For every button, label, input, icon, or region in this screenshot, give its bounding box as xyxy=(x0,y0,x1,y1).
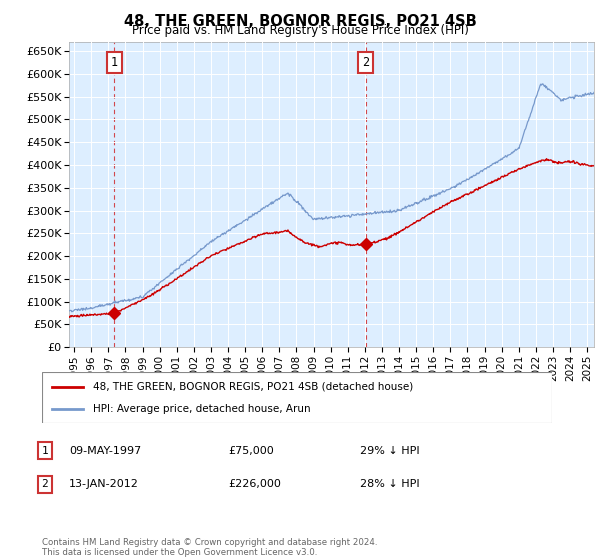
Text: 48, THE GREEN, BOGNOR REGIS, PO21 4SB: 48, THE GREEN, BOGNOR REGIS, PO21 4SB xyxy=(124,14,476,29)
Text: 13-JAN-2012: 13-JAN-2012 xyxy=(69,479,139,489)
FancyBboxPatch shape xyxy=(42,372,552,423)
Text: 28% ↓ HPI: 28% ↓ HPI xyxy=(360,479,419,489)
Text: Price paid vs. HM Land Registry's House Price Index (HPI): Price paid vs. HM Land Registry's House … xyxy=(131,24,469,36)
Text: 1: 1 xyxy=(111,56,118,69)
Text: Contains HM Land Registry data © Crown copyright and database right 2024.
This d: Contains HM Land Registry data © Crown c… xyxy=(42,538,377,557)
Text: 29% ↓ HPI: 29% ↓ HPI xyxy=(360,446,419,456)
Text: 2: 2 xyxy=(362,56,369,69)
Text: £226,000: £226,000 xyxy=(228,479,281,489)
Text: 48, THE GREEN, BOGNOR REGIS, PO21 4SB (detached house): 48, THE GREEN, BOGNOR REGIS, PO21 4SB (d… xyxy=(93,381,413,391)
Text: 1: 1 xyxy=(41,446,49,456)
Text: £75,000: £75,000 xyxy=(228,446,274,456)
Text: HPI: Average price, detached house, Arun: HPI: Average price, detached house, Arun xyxy=(93,404,311,414)
Text: 09-MAY-1997: 09-MAY-1997 xyxy=(69,446,141,456)
Text: 2: 2 xyxy=(41,479,49,489)
